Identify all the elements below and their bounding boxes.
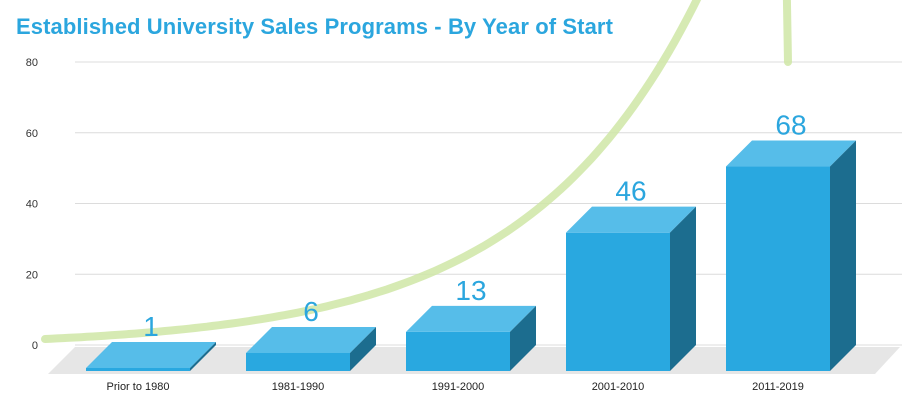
x-tick-label: 1981-1990 <box>272 381 325 393</box>
bar-side <box>190 341 216 371</box>
trend-curve <box>41 0 792 343</box>
bar-front <box>726 166 830 371</box>
bar-front <box>246 352 350 371</box>
data-labels: 1 6 13 46 68 <box>143 110 806 342</box>
bar-front <box>86 367 190 371</box>
bar-top <box>86 341 216 368</box>
bar <box>86 341 216 371</box>
trendline <box>41 0 792 343</box>
bar-side <box>830 140 856 371</box>
data-label: 68 <box>775 110 806 141</box>
bar-side <box>670 206 696 371</box>
bar-front <box>406 331 510 371</box>
y-tick-label: 40 <box>26 199 38 211</box>
x-tick-label: Prior to 1980 <box>107 381 170 393</box>
bar <box>406 305 536 371</box>
x-tick-label: 2001-2010 <box>592 381 645 393</box>
data-label: 1 <box>143 311 159 342</box>
bar-top <box>406 305 536 332</box>
y-tick-label: 80 <box>26 57 38 69</box>
y-tick-label: 60 <box>26 128 38 140</box>
chart-title: Established University Sales Programs - … <box>16 14 613 39</box>
bar-front <box>566 232 670 371</box>
bar-side <box>510 305 536 371</box>
x-tick-label: 1991-2000 <box>432 381 485 393</box>
x-axis: Prior to 1980 1981-1990 1991-2000 2001-2010… <box>107 381 804 393</box>
bar <box>566 206 696 371</box>
data-label: 6 <box>303 296 319 327</box>
bar-side <box>350 326 376 371</box>
bar <box>246 326 376 371</box>
bar-top <box>566 206 696 233</box>
x-tick-label: 2011-2019 <box>752 381 804 393</box>
data-label: 13 <box>455 275 486 306</box>
bar-top <box>246 326 376 353</box>
y-axis: 0 20 40 60 80 <box>26 57 38 352</box>
y-tick-label: 0 <box>32 340 38 352</box>
bars <box>86 140 856 371</box>
bar-top <box>726 140 856 167</box>
bar <box>726 140 856 371</box>
data-label: 46 <box>615 176 646 207</box>
y-tick-label: 20 <box>26 269 38 281</box>
